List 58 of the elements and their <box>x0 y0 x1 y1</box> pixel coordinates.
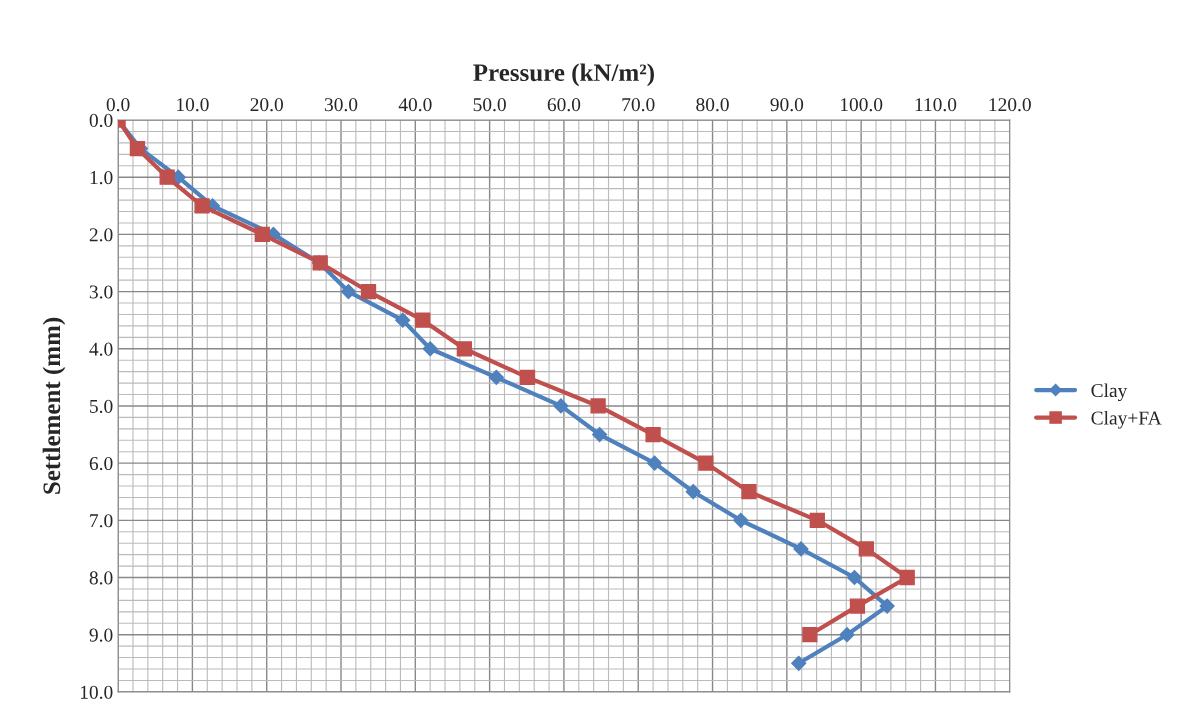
point <box>647 455 663 471</box>
y-tick-label: 9.0 <box>89 628 113 642</box>
point <box>590 398 606 414</box>
point <box>415 312 431 328</box>
point <box>698 455 714 471</box>
point <box>741 484 757 500</box>
x-tick-label: 100.0 <box>840 98 883 112</box>
point <box>194 198 210 214</box>
y-axis-title: Settlement (mm) <box>42 317 66 494</box>
y-tick-label: 7.0 <box>90 514 113 528</box>
point <box>809 512 825 528</box>
y-tick-label: 10.0 <box>80 685 113 699</box>
point <box>793 541 809 557</box>
point <box>879 598 895 614</box>
point <box>519 369 536 385</box>
y-tick-label: 0.0 <box>89 113 113 128</box>
x-axis-title: Pressure (kN/m²) <box>473 63 654 87</box>
x-tick-label: 120.0 <box>989 98 1031 112</box>
point <box>340 284 357 300</box>
legend-label: Clay+FA <box>1091 410 1162 429</box>
y-tick-label: 3.0 <box>89 285 113 299</box>
x-tick-label: 60.0 <box>547 98 581 112</box>
point <box>858 541 874 557</box>
x-tick-label: 90.0 <box>770 98 804 112</box>
point <box>839 627 855 643</box>
y-tick-label: 2.0 <box>89 228 113 242</box>
legend-label: Clay <box>1091 383 1128 402</box>
x-tick-label: 70.0 <box>622 98 655 112</box>
point <box>254 226 270 243</box>
x-tick-label: 10.0 <box>177 98 209 112</box>
x-tick-label: 0.0 <box>106 98 130 112</box>
point <box>395 312 411 328</box>
point <box>899 569 915 586</box>
x-tick-label: 20.0 <box>250 98 283 112</box>
point <box>685 484 701 500</box>
point <box>791 655 807 671</box>
point <box>456 341 472 357</box>
x-tick-label: 80.0 <box>696 98 729 112</box>
point <box>488 369 504 385</box>
point <box>159 169 175 185</box>
point <box>422 341 438 357</box>
point <box>645 426 661 443</box>
y-tick-label: 1.0 <box>90 171 113 185</box>
x-tick-label: 40.0 <box>398 98 432 112</box>
point <box>802 627 818 643</box>
y-tick-label: 4.0 <box>89 342 113 356</box>
point <box>733 512 749 528</box>
point <box>849 598 866 614</box>
y-tick-label: 5.0 <box>90 399 113 413</box>
y-tick-label: 8.0 <box>89 571 113 585</box>
x-tick-label: 110.0 <box>915 98 957 112</box>
point <box>592 426 608 443</box>
point <box>553 398 569 414</box>
x-tick-label: 30.0 <box>324 98 358 112</box>
x-tick-label: 50.0 <box>473 98 506 112</box>
point <box>846 569 863 586</box>
point <box>360 283 377 300</box>
y-tick-label: 6.0 <box>89 456 113 471</box>
